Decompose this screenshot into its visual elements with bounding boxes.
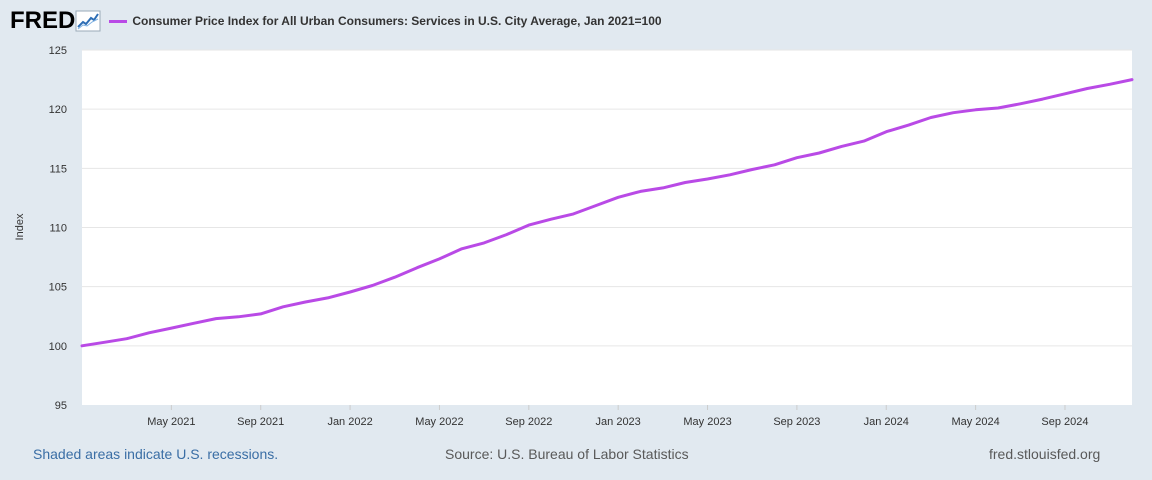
x-tick-label: May 2021 (147, 416, 195, 428)
y-tick-label: 105 (49, 282, 67, 294)
site-link[interactable]: fred.stlouisfed.org (989, 446, 1101, 462)
x-tick-label: May 2024 (951, 416, 999, 428)
y-tick-label: 110 (49, 223, 67, 235)
x-tick-label: Sep 2024 (1041, 416, 1088, 428)
legend-label: Consumer Price Index for All Urban Consu… (132, 14, 662, 28)
x-tick-label: Sep 2022 (505, 416, 552, 428)
y-tick-label: 100 (49, 341, 67, 353)
y-tick-label: 120 (49, 104, 67, 116)
x-tick-label: May 2022 (415, 416, 463, 428)
x-tick-label: Jan 2022 (327, 416, 372, 428)
y-tick-label: 115 (49, 163, 67, 175)
x-tick-label: Sep 2021 (237, 416, 284, 428)
y-tick-label: 95 (55, 400, 67, 412)
x-tick-label: Jan 2024 (864, 416, 909, 428)
line-chart[interactable]: 95 100 105 110 115 120 125 May 2021 Sep 2021 Jan … (0, 0, 1152, 440)
x-tick-label: Jan 2023 (596, 416, 641, 428)
chart-header: FRED Consumer Price Index for All Urban … (10, 6, 662, 36)
recession-note: Shaded areas indicate U.S. recessions. (33, 446, 279, 462)
series-line (80, 78, 1134, 348)
fred-logo-chart-icon (75, 10, 101, 32)
x-tick-label: Sep 2023 (773, 416, 820, 428)
source-note: Source: U.S. Bureau of Labor Statistics (445, 446, 689, 462)
fred-logo-text: FRED (10, 7, 76, 34)
x-tick-label: May 2023 (683, 416, 731, 428)
chart-legend[interactable]: Consumer Price Index for All Urban Consu… (109, 14, 662, 28)
legend-swatch (109, 19, 128, 23)
y-tick-label: 125 (49, 45, 67, 57)
fred-logo[interactable]: FRED (10, 7, 101, 35)
y-axis-label: Index (14, 213, 26, 240)
